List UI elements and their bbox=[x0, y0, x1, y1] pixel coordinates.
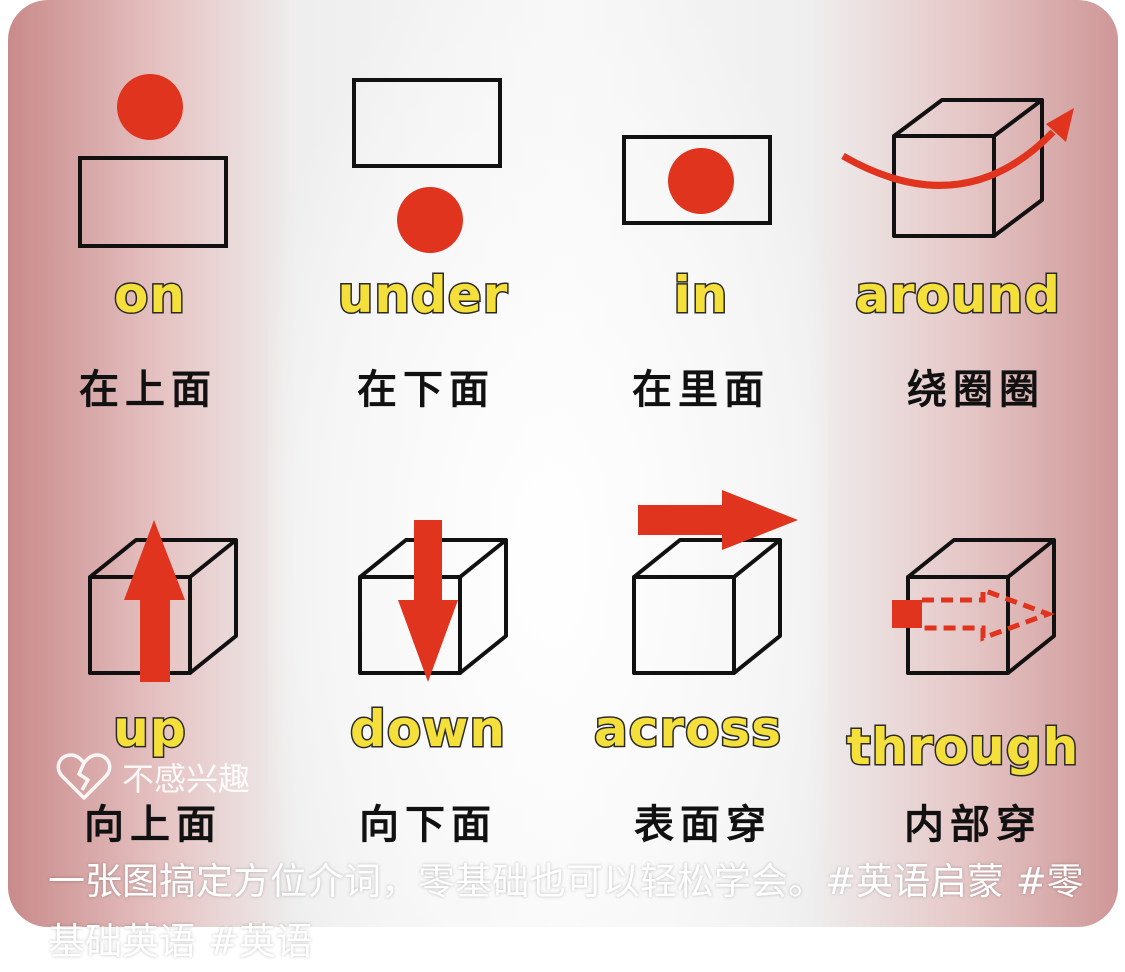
word-down: down bbox=[349, 700, 507, 758]
broken-heart-icon bbox=[56, 753, 112, 800]
translation-on: 在上面 bbox=[79, 367, 217, 413]
word-up: up bbox=[112, 700, 187, 758]
translation-down: 向下面 bbox=[359, 802, 497, 848]
around-diagram-icon bbox=[841, 98, 1074, 238]
post-image: on under in around up down across throug… bbox=[8, 0, 1118, 927]
translation-in: 在里面 bbox=[632, 367, 770, 413]
diagram-canvas bbox=[78, 74, 1074, 682]
through-diagram-icon bbox=[892, 538, 1056, 675]
not-interested-label: 不感兴趣 bbox=[122, 760, 251, 798]
word-through: through bbox=[845, 718, 1080, 776]
post-caption[interactable]: 一张图搞定方位介词，零基础也可以轻松学会。#英语启蒙 #零基础英语 #英语 bbox=[48, 860, 1084, 963]
word-in: in bbox=[672, 266, 729, 324]
in-diagram-icon bbox=[622, 135, 772, 225]
on-diagram-icon bbox=[78, 74, 228, 248]
translation-through: 内部穿 bbox=[904, 802, 1042, 848]
across-diagram-icon bbox=[632, 490, 798, 675]
word-on: on bbox=[113, 266, 187, 324]
up-diagram-icon bbox=[88, 520, 238, 682]
under-diagram-icon bbox=[352, 78, 502, 253]
word-under: under bbox=[336, 266, 509, 324]
translation-around: 绕圈圈 bbox=[907, 367, 1045, 413]
translation-across: 表面穿 bbox=[634, 802, 772, 848]
not-interested-button[interactable]: 不感兴趣 bbox=[56, 752, 250, 802]
word-around: around bbox=[854, 266, 1062, 324]
down-diagram-icon bbox=[358, 520, 508, 682]
word-across: across bbox=[593, 700, 783, 758]
translation-under: 在下面 bbox=[357, 367, 495, 413]
translation-up: 向上面 bbox=[84, 802, 222, 848]
